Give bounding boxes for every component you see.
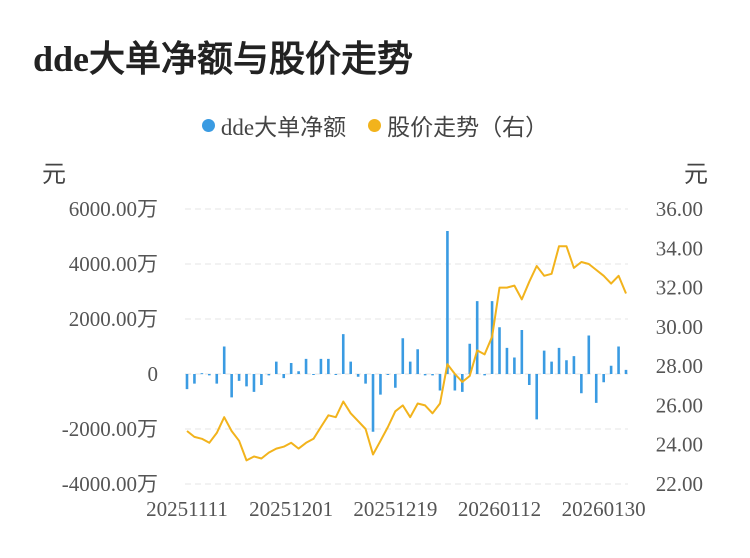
legend: dde大单净额 股价走势（右） xyxy=(0,108,750,142)
dde-bar-48 xyxy=(542,350,546,374)
right-axis-unit: 元 xyxy=(684,162,708,188)
dde-bar-34 xyxy=(438,374,442,391)
dde-bar-15 xyxy=(297,371,300,374)
dde-bar-53 xyxy=(580,374,583,394)
dde-bar-5 xyxy=(222,346,226,374)
dde-bar-52 xyxy=(572,356,576,374)
x-tick-label-2: 20251219 xyxy=(353,497,437,521)
right-tick-label-7: 22.00 xyxy=(656,472,703,496)
x-tick-label-4: 20260130 xyxy=(562,497,646,521)
dde-bar-29 xyxy=(401,338,405,374)
dde-bar-22 xyxy=(349,361,352,374)
dde-bar-11 xyxy=(267,374,271,376)
dde-bar-9 xyxy=(252,374,256,392)
dde-bar-58 xyxy=(617,346,620,374)
dde-bar-56 xyxy=(602,374,605,383)
dde-bar-12 xyxy=(274,361,278,374)
dde-bar-14 xyxy=(289,363,293,374)
dde-bar-17 xyxy=(312,374,315,375)
dde-bar-8 xyxy=(245,374,248,387)
right-tick-label-1: 34.00 xyxy=(656,236,703,260)
right-tick-label-0: 36.00 xyxy=(656,197,703,221)
dde-bar-44 xyxy=(513,357,516,374)
right-tick-label-3: 30.00 xyxy=(656,315,703,339)
x-tick-label-3: 20260112 xyxy=(458,497,541,521)
dde-bar-35 xyxy=(446,231,449,374)
dde-bar-32 xyxy=(423,374,427,376)
dde-bar-13 xyxy=(282,374,286,379)
dde-bar-57 xyxy=(609,365,613,374)
left-tick-label-3: 0 xyxy=(148,362,159,386)
dde-bar-54 xyxy=(587,335,591,374)
dde-bar-36 xyxy=(453,374,457,391)
dde-bar-2 xyxy=(200,373,204,375)
dde-bar-38 xyxy=(468,343,472,374)
left-axis-unit: 元 xyxy=(42,162,66,188)
legend-marker-dde xyxy=(201,118,215,132)
dde-bar-33 xyxy=(431,374,434,376)
dde-bar-43 xyxy=(505,347,509,374)
dde-bar-37 xyxy=(461,374,464,392)
x-tick-label-0: 20251111 xyxy=(146,497,228,521)
legend-label-dde: dde大单净额 xyxy=(220,115,347,140)
dde-bar-24 xyxy=(364,374,367,384)
dde-bar-10 xyxy=(260,374,263,385)
dde-bar-0 xyxy=(185,374,189,390)
dde-bar-1 xyxy=(193,374,196,384)
dde-bar-3 xyxy=(208,374,211,376)
dde-bar-27 xyxy=(386,374,390,375)
left-tick-label-0: 6000.00万 xyxy=(69,197,158,221)
right-tick-label-2: 32.00 xyxy=(656,276,703,300)
dde-bar-19 xyxy=(327,358,330,374)
left-tick-label-5: -4000.00万 xyxy=(62,472,158,496)
right-tick-label-6: 24.00 xyxy=(656,433,703,457)
dde-bar-39 xyxy=(475,301,479,374)
dde-bar-28 xyxy=(394,374,397,388)
dde-bar-20 xyxy=(334,374,338,375)
legend-marker-price xyxy=(368,118,382,132)
dde-bar-42 xyxy=(498,327,501,374)
dde-bar-16 xyxy=(304,358,308,374)
legend-label-price: 股价走势（右） xyxy=(387,115,549,140)
left-tick-label-4: -2000.00万 xyxy=(62,417,158,441)
dde-bar-30 xyxy=(408,361,412,374)
dde-bar-18 xyxy=(319,358,323,374)
dde-bar-7 xyxy=(237,374,241,381)
left-tick-label-1: 4000.00万 xyxy=(69,252,158,276)
dde-bar-6 xyxy=(230,374,233,398)
dde-bar-55 xyxy=(594,374,598,403)
right-tick-label-5: 26.00 xyxy=(656,393,703,417)
legend-item-price[interactable]: 股价走势（右） xyxy=(368,108,548,142)
dde-bar-31 xyxy=(416,349,419,374)
x-tick-label-1: 20251201 xyxy=(249,497,333,521)
dde-bar-40 xyxy=(483,374,486,376)
dde-bar-45 xyxy=(520,330,524,374)
dde-bar-4 xyxy=(215,374,219,384)
dde-bar-25 xyxy=(371,374,375,432)
dde-bar-23 xyxy=(356,374,360,377)
dde-bar-51 xyxy=(565,360,568,374)
dde-bar-50 xyxy=(557,347,561,374)
legend-item-dde[interactable]: dde大单净额 xyxy=(201,108,347,142)
dde-bar-46 xyxy=(527,374,531,385)
dde-bar-26 xyxy=(379,374,382,395)
left-tick-label-2: 2000.00万 xyxy=(69,307,158,331)
right-tick-label-4: 28.00 xyxy=(656,354,703,378)
dde-bar-47 xyxy=(535,374,539,420)
chart-title: dde大单净额与股价走势 xyxy=(33,39,414,79)
dde-bar-49 xyxy=(550,361,553,374)
dde-bar-59 xyxy=(624,369,628,374)
dde-bar-21 xyxy=(341,334,345,374)
price-line xyxy=(186,245,627,462)
